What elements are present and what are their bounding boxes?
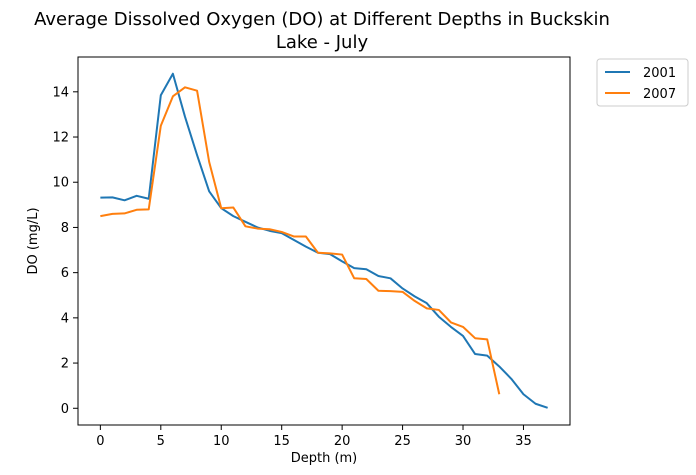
x-tick-label-20: 20 (334, 434, 351, 449)
series-line-2007 (100, 86, 501, 395)
chart-title-line-2: Lake - July (276, 32, 369, 53)
series-line-2001 (100, 72, 548, 409)
legend: 2001 2007 (596, 58, 689, 107)
y-tick-label-4: 4 (61, 311, 69, 326)
legend-label-2001: 2001 (643, 66, 676, 81)
x-tick-label-0: 0 (96, 434, 104, 449)
y-tick-label-8: 8 (61, 221, 69, 236)
x-axis-label: Depth (m) (291, 451, 358, 466)
legend-box (596, 58, 689, 107)
ticks-layer: 0 5 10 15 20 25 30 35 0 2 4 6 8 10 12 14 (52, 85, 531, 449)
x-tick-label-25: 25 (394, 434, 411, 449)
y-tick-label-14: 14 (52, 85, 69, 100)
y-tick-label-0: 0 (61, 402, 69, 417)
y-tick-label-12: 12 (52, 131, 69, 146)
x-tick-label-10: 10 (213, 434, 230, 449)
y-axis-label: DO (mg/L) (26, 207, 41, 274)
series-layer (100, 72, 548, 409)
x-tick-label-30: 30 (455, 434, 472, 449)
chart-title-line-1: Average Dissolved Oxygen (DO) at Differe… (34, 9, 610, 30)
x-tick-label-35: 35 (515, 434, 532, 449)
y-tick-label-10: 10 (52, 176, 69, 191)
x-tick-label-15: 15 (273, 434, 290, 449)
y-tick-label-6: 6 (61, 266, 69, 281)
y-tick-label-2: 2 (61, 357, 69, 372)
x-tick-label-5: 5 (157, 434, 165, 449)
legend-label-2007: 2007 (643, 87, 676, 102)
plot-area-frame (77, 56, 571, 426)
